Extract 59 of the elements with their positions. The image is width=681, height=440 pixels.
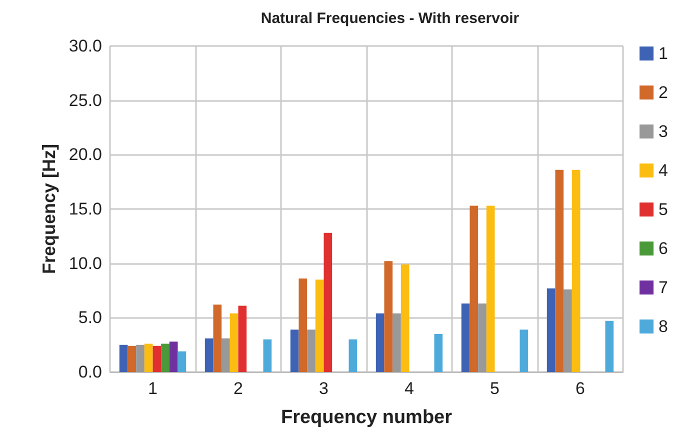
x-tick-label: 3 — [319, 379, 328, 398]
bar — [290, 330, 299, 372]
legend-label: 7 — [658, 278, 668, 297]
bar — [230, 313, 238, 372]
bar — [461, 304, 470, 372]
y-tick-label: 10.0 — [68, 254, 102, 273]
bar — [384, 261, 393, 372]
x-axis-title: Frequency number — [280, 407, 453, 428]
bar — [486, 206, 495, 372]
y-tick-label: 30.0 — [68, 36, 102, 56]
bar — [307, 330, 316, 372]
chart-title: Natural Frequencies - With reservoir — [260, 10, 520, 27]
bar — [213, 304, 222, 372]
bar — [520, 330, 528, 372]
bar — [605, 320, 614, 372]
y-tick-label: 25.0 — [68, 90, 102, 110]
bar — [555, 170, 564, 372]
legend-label: 3 — [658, 122, 668, 141]
bar — [434, 334, 443, 372]
x-tick-label: 6 — [576, 379, 585, 398]
legend-label: 5 — [658, 200, 668, 219]
bar — [348, 339, 358, 372]
x-tick-label: 4 — [404, 379, 414, 398]
bar — [169, 342, 178, 372]
bar — [298, 278, 308, 372]
bar — [572, 170, 580, 372]
bar — [136, 344, 144, 372]
legend-label: 1 — [658, 44, 668, 63]
x-tick-label: 1 — [148, 379, 158, 398]
y-axis-title: Frequency [Hz] — [39, 144, 59, 274]
bar — [144, 344, 153, 372]
bar — [222, 338, 230, 372]
y-tick-label: 15.0 — [68, 200, 102, 218]
bar — [478, 304, 486, 372]
y-tick-label: 5.0 — [78, 308, 102, 328]
legend-label: 6 — [658, 239, 668, 258]
bar — [376, 313, 384, 372]
bar — [263, 339, 272, 372]
legend-label: 2 — [658, 83, 668, 102]
bar — [119, 344, 128, 372]
bar — [204, 338, 214, 372]
bar — [128, 346, 136, 372]
bar — [470, 206, 478, 372]
bar — [315, 280, 324, 372]
bar — [564, 289, 572, 372]
bar — [392, 313, 401, 372]
legend-label: 8 — [658, 317, 668, 336]
x-tick-label: 2 — [234, 379, 243, 398]
bar — [324, 232, 332, 372]
bar — [178, 351, 186, 372]
y-tick-label: 20.0 — [68, 145, 102, 164]
legend-label: 4 — [658, 161, 668, 180]
x-tick-label: 5 — [490, 379, 500, 398]
bar — [546, 288, 556, 372]
bar — [400, 264, 410, 372]
y-tick-label: 0.0 — [78, 362, 102, 382]
bar — [152, 346, 162, 372]
bar — [238, 306, 247, 372]
bar — [161, 344, 170, 372]
